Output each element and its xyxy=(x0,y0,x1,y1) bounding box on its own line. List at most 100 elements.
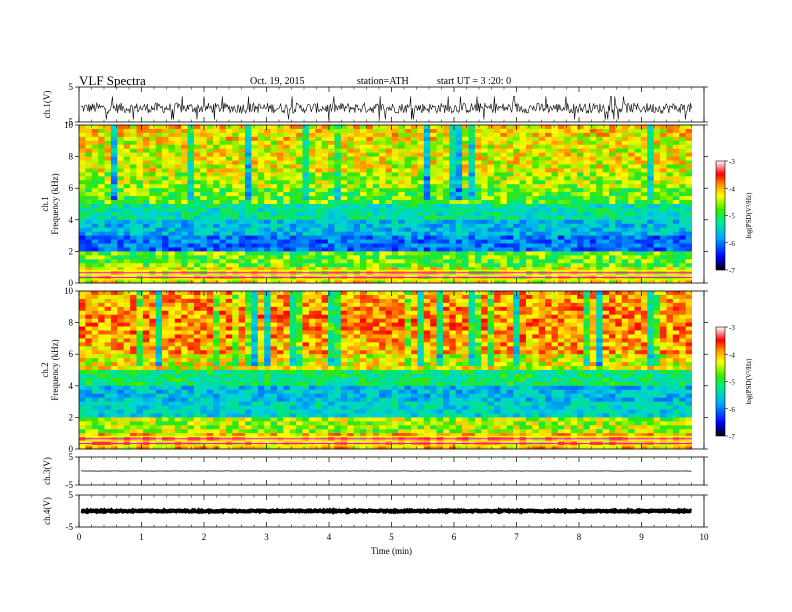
spectrogram-cell xyxy=(385,279,393,284)
spectrogram-cell xyxy=(302,247,310,252)
spectrogram-cell xyxy=(359,156,367,161)
spectrogram-cell xyxy=(391,263,399,268)
spectrogram-cell xyxy=(79,346,86,351)
spectrogram-cell xyxy=(123,223,131,229)
spectrogram-cell xyxy=(149,271,157,276)
spectrogram-cell xyxy=(85,373,93,379)
spectrogram-cell xyxy=(391,219,399,225)
spectrogram-cell xyxy=(245,239,252,244)
spectrogram-cell xyxy=(193,223,201,229)
spectrogram-cell xyxy=(264,235,271,240)
spectrogram-cell xyxy=(564,243,572,248)
spectrogram-cell xyxy=(168,302,176,308)
spectrogram-cell xyxy=(283,192,291,197)
spectrogram-cell xyxy=(532,227,540,233)
spectrogram-cell xyxy=(79,176,86,181)
spectrogram-cell xyxy=(577,176,584,181)
spectrogram-cell xyxy=(589,200,597,205)
spectrogram-cell xyxy=(308,172,316,177)
spectrogram-cell xyxy=(519,168,527,173)
spectrogram-cell xyxy=(251,243,259,248)
spectrogram-cell xyxy=(251,152,259,157)
spectrogram-cell xyxy=(79,207,86,213)
spectrogram-cell xyxy=(436,219,444,225)
spectrogram-cell xyxy=(455,227,463,233)
spectrogram-cell xyxy=(104,164,112,169)
spectrogram-cell xyxy=(328,279,335,284)
spectrogram-cell xyxy=(302,207,310,213)
spectrogram-cell xyxy=(557,172,565,177)
spectrogram-cell xyxy=(487,207,495,213)
spectrogram-cell xyxy=(123,271,131,276)
spectrogram-cell xyxy=(583,259,591,264)
spectrogram-cell xyxy=(315,204,323,209)
spectrogram-cell xyxy=(98,362,105,367)
spectrogram-cell xyxy=(187,310,195,316)
spectrogram-cell xyxy=(98,401,105,406)
spectrogram-cell xyxy=(193,393,201,399)
spectrogram-cell xyxy=(187,136,195,142)
spectrogram-cell xyxy=(334,136,342,142)
spectrogram-cell xyxy=(353,184,361,189)
spectrogram-cell xyxy=(296,215,303,221)
spectrogram-cell xyxy=(283,196,291,201)
spectrogram-cell xyxy=(411,263,418,268)
spectrogram-cell xyxy=(181,251,188,256)
spectrogram-cell xyxy=(104,223,112,229)
spectrogram-cell xyxy=(621,180,629,185)
spectrogram-cell xyxy=(315,243,323,248)
spectrogram-cell xyxy=(391,184,399,189)
spectrogram-cell xyxy=(200,160,208,165)
spectrogram-cell xyxy=(621,279,629,284)
spectrogram-cell xyxy=(551,243,559,248)
spectrogram-cell xyxy=(602,279,610,284)
spectrogram-cell xyxy=(321,219,329,225)
spectrogram-cell xyxy=(385,223,393,229)
spectrogram-cell xyxy=(283,279,291,284)
spectrogram-cell xyxy=(577,247,584,252)
spectrogram-cell xyxy=(187,381,195,387)
spectrogram-cell xyxy=(200,358,208,363)
spectrogram-cell xyxy=(200,128,208,134)
spectrogram-cell xyxy=(117,136,125,142)
spectrogram-cell xyxy=(334,231,342,236)
spectrogram-cell xyxy=(219,330,227,335)
spectrogram-cell xyxy=(417,263,425,268)
spectrogram-cell xyxy=(570,227,578,233)
spectrogram-cell xyxy=(181,362,188,367)
spectrogram-cell xyxy=(213,409,220,414)
spectrogram-cell xyxy=(136,381,144,387)
spectrogram-cell xyxy=(213,259,220,264)
spectrogram-cell xyxy=(334,172,342,177)
spectrogram-cell xyxy=(181,164,188,169)
spectrogram-cell xyxy=(257,207,265,213)
spectrogram-cell xyxy=(174,334,182,339)
spectrogram-cell xyxy=(315,176,323,181)
spectrogram-cell xyxy=(615,148,623,154)
spectrogram-cell xyxy=(494,259,501,264)
spectrogram-cell xyxy=(225,207,233,213)
spectrogram-cell xyxy=(181,342,188,347)
spectrogram-cell xyxy=(583,188,591,193)
spectrogram-cell xyxy=(436,211,444,217)
spectrogram-cell xyxy=(608,243,616,248)
spectrogram-cell xyxy=(110,354,118,359)
spectrogram-cell xyxy=(500,164,508,169)
spectrogram-cell xyxy=(136,385,144,391)
spectrogram-cell xyxy=(91,334,99,339)
spectrogram-cell xyxy=(174,393,182,399)
spectrogram-cell xyxy=(347,259,354,264)
spectrogram-cell xyxy=(621,239,629,244)
spectrogram-cell xyxy=(462,207,469,213)
spectrogram-cell xyxy=(615,255,623,260)
spectrogram-cell xyxy=(79,445,86,450)
spectrogram-cell xyxy=(551,271,559,276)
spectrogram-cell xyxy=(149,417,157,422)
spectrogram-cell xyxy=(149,326,157,331)
spectrogram-cell xyxy=(213,405,220,410)
spectrogram-cell xyxy=(130,207,137,213)
spectrogram-cell xyxy=(104,334,112,339)
spectrogram-cell xyxy=(430,168,437,173)
spectrogram-cell xyxy=(110,326,118,331)
spectrogram-cell xyxy=(321,247,329,252)
